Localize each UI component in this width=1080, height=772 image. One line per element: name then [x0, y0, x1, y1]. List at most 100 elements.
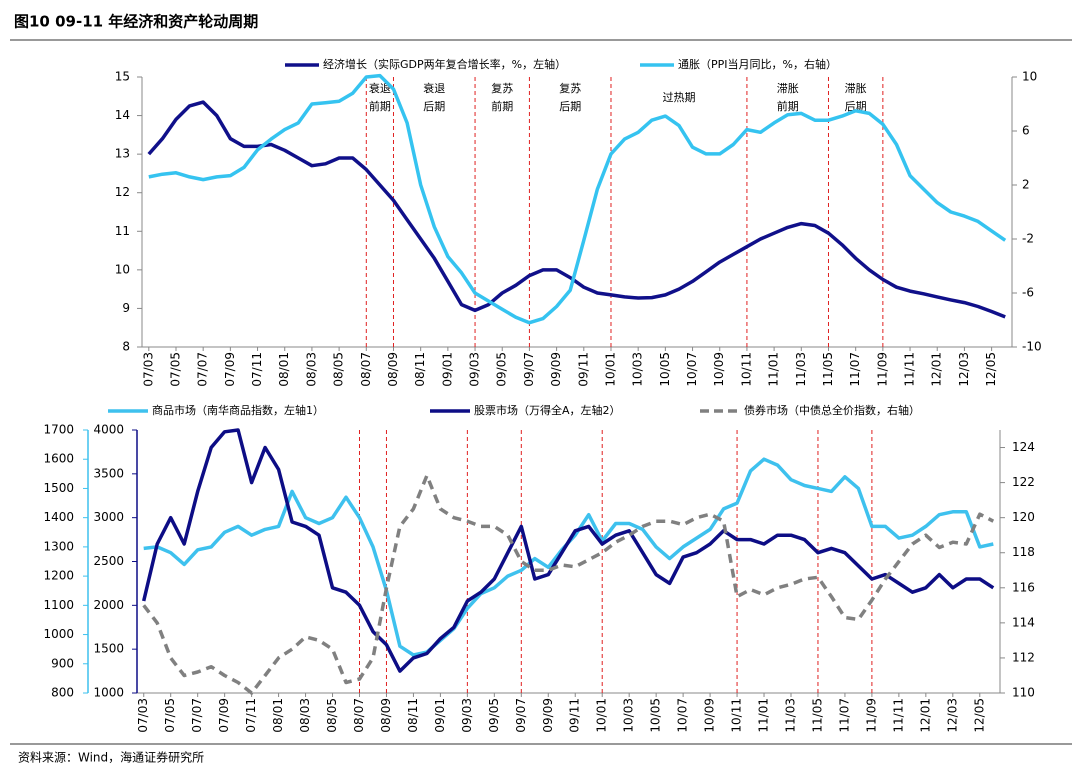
- legend-label: 经济增长（实际GDP两年复合增长率，%，左轴）: [323, 57, 566, 71]
- x-tick-label: 09/07: [514, 698, 528, 733]
- phase-label: 后期: [559, 100, 581, 113]
- x-tick-label: 11/07: [848, 352, 862, 387]
- series-line: [143, 457, 994, 657]
- x-tick-label: 09/03: [468, 352, 482, 387]
- x-tick-label: 10/05: [658, 352, 672, 387]
- x-tick-label: 08/09: [386, 352, 400, 387]
- x-tick-label: 10/05: [649, 698, 663, 733]
- x-tick-label: 07/05: [168, 352, 182, 387]
- x-tick-label: 07/11: [250, 352, 264, 387]
- x-tick-label: 11/07: [837, 698, 851, 733]
- x-tick-label: 08/01: [277, 352, 291, 387]
- y-tick-label: 2000: [93, 598, 124, 612]
- y-tick-label: 1300: [43, 539, 74, 553]
- x-tick-label: 08/01: [271, 698, 285, 733]
- y-tick-label: 114: [1012, 615, 1035, 629]
- y-tick-label: 110: [1012, 686, 1035, 700]
- x-tick-label: 07/07: [190, 698, 204, 733]
- x-tick-label: 11/05: [810, 698, 824, 733]
- x-tick-label: 10/01: [595, 698, 609, 733]
- x-tick-label: 08/03: [304, 352, 318, 387]
- x-tick-label: 07/09: [223, 352, 237, 387]
- y-tick-label: 900: [51, 656, 74, 670]
- x-tick-label: 10/01: [603, 352, 617, 387]
- y-tick-label: 1200: [43, 569, 74, 583]
- y-tick-label: 6: [1022, 124, 1030, 138]
- x-tick-label: 07/03: [136, 698, 150, 733]
- phase-label: 后期: [845, 100, 867, 113]
- y-tick-label: 124: [1012, 440, 1035, 454]
- y-tick-label: 1600: [43, 452, 74, 466]
- x-tick-label: 09/01: [440, 352, 454, 387]
- y-tick-label: 1700: [43, 423, 74, 437]
- x-tick-label: 07/03: [141, 352, 155, 387]
- y-tick-label: 12: [115, 185, 130, 199]
- y-tick-label: 13: [115, 147, 130, 161]
- x-tick-label: 12/03: [945, 698, 959, 733]
- x-tick-label: 10/07: [685, 352, 699, 387]
- x-tick-label: 11/03: [783, 698, 797, 733]
- y-tick-label: -6: [1022, 286, 1034, 300]
- x-tick-label: 08/07: [359, 352, 373, 387]
- x-tick-label: 10/03: [622, 698, 636, 733]
- legend-label: 通胀（PPI当月同比，%，右轴）: [678, 57, 837, 71]
- x-tick-label: 09/09: [541, 698, 555, 733]
- phase-label: 衰退: [423, 81, 445, 95]
- x-tick-label: 07/11: [244, 698, 258, 733]
- x-tick-label: 09/07: [522, 352, 536, 387]
- phase-label: 过热期: [662, 91, 695, 104]
- phase-label: 滞胀: [845, 82, 867, 95]
- x-tick-label: 10/11: [730, 698, 744, 733]
- phase-label: 复苏: [559, 81, 581, 95]
- phase-label: 滞胀: [777, 82, 799, 95]
- x-tick-label: 07/05: [163, 698, 177, 733]
- phase-label: 后期: [423, 100, 445, 113]
- y-tick-label: 800: [51, 686, 74, 700]
- y-tick-label: -2: [1022, 232, 1034, 246]
- y-tick-label: -10: [1022, 340, 1042, 354]
- x-tick-label: 08/03: [298, 698, 312, 733]
- legend-label: 商品市场（南华商品指数，左轴1）: [152, 403, 324, 417]
- phase-label: 前期: [491, 99, 513, 113]
- x-tick-label: 11/11: [903, 352, 917, 387]
- x-tick-label: 09/09: [549, 352, 563, 387]
- legend-label: 债券市场（中债总全价指数，右轴）: [744, 403, 920, 417]
- x-tick-label: 09/05: [495, 352, 509, 387]
- y-tick-label: 1000: [43, 627, 74, 641]
- x-tick-label: 12/01: [930, 352, 944, 387]
- series-line: [147, 100, 1006, 319]
- y-tick-label: 3500: [93, 466, 124, 480]
- source-note: 资料来源：Wind，海通证券研究所: [18, 750, 204, 765]
- x-tick-label: 07/07: [196, 352, 210, 387]
- y-tick-label: 2500: [93, 554, 124, 568]
- y-tick-label: 1500: [93, 642, 124, 656]
- x-tick-label: 11/09: [875, 352, 889, 387]
- x-tick-label: 11/09: [864, 698, 878, 733]
- y-tick-label: 122: [1012, 475, 1035, 489]
- x-tick-label: 11/01: [767, 352, 781, 387]
- x-tick-label: 08/09: [379, 698, 393, 733]
- x-tick-label: 11/03: [794, 352, 808, 387]
- y-tick-label: 15: [115, 70, 130, 84]
- phase-label: 前期: [369, 99, 391, 113]
- phase-label: 衰退: [369, 81, 391, 95]
- series-line: [142, 473, 995, 695]
- x-tick-label: 10/07: [676, 698, 690, 733]
- y-tick-label: 1400: [43, 510, 74, 524]
- x-tick-label: 07/09: [217, 698, 231, 733]
- y-tick-label: 10: [1022, 70, 1037, 84]
- x-tick-label: 10/09: [712, 352, 726, 387]
- phase-label: 前期: [777, 99, 799, 113]
- x-tick-label: 08/11: [406, 698, 420, 733]
- x-tick-label: 12/03: [957, 352, 971, 387]
- y-tick-label: 10: [115, 262, 130, 276]
- y-tick-label: 1500: [43, 481, 74, 495]
- y-tick-label: 2: [1022, 178, 1030, 192]
- y-tick-label: 8: [122, 340, 130, 354]
- x-tick-label: 08/05: [325, 698, 339, 733]
- y-tick-label: 118: [1012, 545, 1035, 559]
- x-tick-label: 11/01: [757, 698, 771, 733]
- x-tick-label: 09/11: [568, 698, 582, 733]
- x-tick-label: 09/03: [460, 698, 474, 733]
- y-tick-label: 116: [1012, 580, 1035, 594]
